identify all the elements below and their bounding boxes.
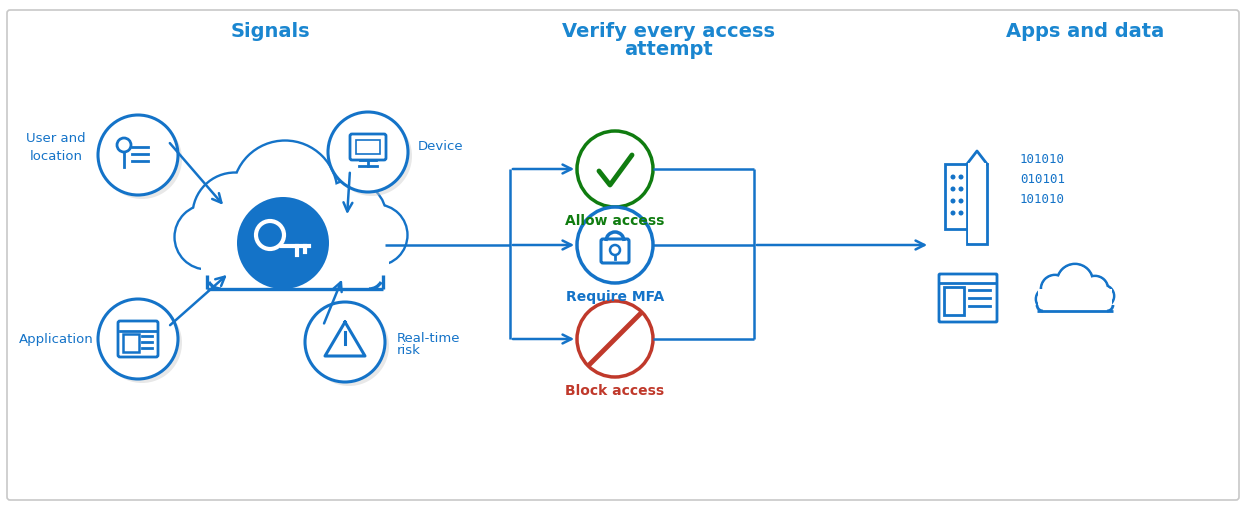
Circle shape <box>958 174 963 179</box>
FancyBboxPatch shape <box>349 134 386 160</box>
Text: risk: risk <box>397 344 421 357</box>
FancyBboxPatch shape <box>968 163 986 169</box>
FancyBboxPatch shape <box>201 226 389 296</box>
Circle shape <box>1057 264 1093 300</box>
Circle shape <box>1041 275 1070 303</box>
Circle shape <box>99 299 178 379</box>
Text: Allow access: Allow access <box>565 214 665 228</box>
FancyBboxPatch shape <box>198 223 392 299</box>
Circle shape <box>1092 285 1114 307</box>
Text: 101010
010101
101010: 101010 010101 101010 <box>1020 153 1065 205</box>
Circle shape <box>347 205 407 265</box>
Circle shape <box>233 141 337 245</box>
Text: Real-time: Real-time <box>397 333 461 345</box>
Circle shape <box>193 174 276 257</box>
Circle shape <box>1042 276 1068 302</box>
Circle shape <box>237 197 329 289</box>
Circle shape <box>263 228 277 242</box>
Circle shape <box>310 306 389 386</box>
FancyBboxPatch shape <box>938 274 997 322</box>
Circle shape <box>1082 276 1108 302</box>
Text: Signals: Signals <box>230 21 310 41</box>
Text: Device: Device <box>418 139 463 153</box>
Circle shape <box>314 181 386 253</box>
Text: Block access: Block access <box>565 384 665 398</box>
Text: Require MFA: Require MFA <box>565 290 664 304</box>
Circle shape <box>193 173 277 257</box>
FancyBboxPatch shape <box>356 140 379 154</box>
FancyBboxPatch shape <box>1036 289 1114 313</box>
FancyBboxPatch shape <box>602 239 629 263</box>
Circle shape <box>951 187 956 192</box>
Circle shape <box>102 119 182 199</box>
Text: Verify every access: Verify every access <box>562 21 775 41</box>
Circle shape <box>958 199 963 203</box>
Circle shape <box>348 206 407 264</box>
Circle shape <box>175 205 240 269</box>
Circle shape <box>1036 288 1058 310</box>
Circle shape <box>233 141 336 244</box>
FancyBboxPatch shape <box>945 164 975 229</box>
FancyBboxPatch shape <box>967 164 987 244</box>
Circle shape <box>314 182 386 252</box>
Circle shape <box>102 303 182 383</box>
Circle shape <box>99 115 178 195</box>
Circle shape <box>958 187 963 192</box>
Circle shape <box>958 210 963 215</box>
Text: attempt: attempt <box>624 40 713 58</box>
FancyBboxPatch shape <box>968 165 973 243</box>
Circle shape <box>328 112 408 192</box>
Circle shape <box>577 207 653 283</box>
Circle shape <box>1093 286 1113 306</box>
FancyBboxPatch shape <box>119 321 158 357</box>
Text: Application: Application <box>19 333 94 345</box>
Text: User and
location: User and location <box>26 131 86 163</box>
Circle shape <box>176 206 238 268</box>
FancyBboxPatch shape <box>7 10 1239 500</box>
Circle shape <box>951 174 956 179</box>
Text: Apps and data: Apps and data <box>1006 21 1164 41</box>
FancyBboxPatch shape <box>1038 289 1112 311</box>
Circle shape <box>332 116 412 196</box>
Circle shape <box>951 210 956 215</box>
Circle shape <box>305 302 384 382</box>
Circle shape <box>577 131 653 207</box>
Circle shape <box>577 301 653 377</box>
Circle shape <box>951 199 956 203</box>
Circle shape <box>1083 277 1107 301</box>
Circle shape <box>1037 289 1057 309</box>
Circle shape <box>1058 265 1092 299</box>
